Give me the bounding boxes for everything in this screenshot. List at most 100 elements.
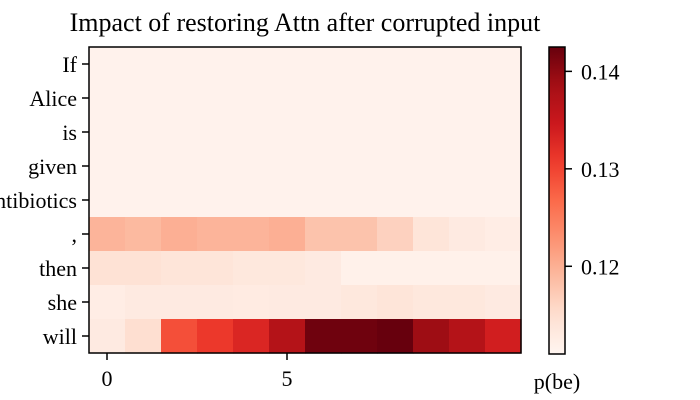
heatmap-cell xyxy=(269,47,306,82)
heatmap-cell xyxy=(341,183,378,218)
heatmap-cell xyxy=(341,47,378,82)
heatmap-cell xyxy=(161,149,198,184)
heatmap-cell xyxy=(449,149,486,184)
heatmap-cell xyxy=(269,285,306,320)
heatmap-cell xyxy=(413,319,450,354)
heatmap-cell xyxy=(233,183,270,218)
heatmap-cell xyxy=(485,217,522,252)
heatmap-cell xyxy=(341,149,378,184)
y-tick-label: she xyxy=(48,290,77,315)
heatmap-cell xyxy=(485,115,522,150)
heatmap-cell xyxy=(413,251,450,286)
heatmap-cell xyxy=(413,285,450,320)
colorbar xyxy=(549,47,565,354)
heatmap-cell xyxy=(125,217,162,252)
heatmap-cell xyxy=(485,47,522,82)
heatmap-cell xyxy=(89,319,126,354)
heatmap-cell xyxy=(305,217,342,252)
heatmap-cell xyxy=(413,149,450,184)
heatmap-cell xyxy=(89,47,126,82)
heatmap-cell xyxy=(449,319,486,354)
heatmap-cell xyxy=(233,115,270,150)
heatmap-cell xyxy=(341,115,378,150)
heatmap-cell xyxy=(89,115,126,150)
heatmap-cell xyxy=(89,217,126,252)
heatmap-cell xyxy=(89,81,126,116)
heatmap-cell xyxy=(485,251,522,286)
heatmap-cell xyxy=(197,285,234,320)
heatmap-cell xyxy=(413,47,450,82)
colorbar-label: p(be) xyxy=(534,369,580,394)
y-tick-label: , xyxy=(72,222,78,247)
heatmap-cell xyxy=(341,319,378,354)
heatmap-cell xyxy=(377,81,414,116)
heatmap-cell xyxy=(449,81,486,116)
heatmap-cell xyxy=(197,47,234,82)
heatmap-cell xyxy=(377,217,414,252)
heatmap-cell xyxy=(233,81,270,116)
heatmap-cell xyxy=(161,319,198,354)
heatmap-cell xyxy=(269,319,306,354)
heatmap-cell xyxy=(413,81,450,116)
y-tick-label: antibiotics xyxy=(0,188,77,213)
x-tick-label: 0 xyxy=(102,366,113,391)
heatmap-cell xyxy=(125,285,162,320)
heatmap-cell xyxy=(377,251,414,286)
heatmap-cell xyxy=(125,47,162,82)
heatmap-cell xyxy=(161,115,198,150)
heatmap-cell xyxy=(269,149,306,184)
y-tick-label: then xyxy=(39,256,77,281)
heatmap-cell xyxy=(89,285,126,320)
chart-title: Impact of restoring Attn after corrupted… xyxy=(70,8,542,37)
heatmap-cells xyxy=(89,47,522,354)
heatmap-cell xyxy=(161,251,198,286)
heatmap-cell xyxy=(449,47,486,82)
heatmap-cell xyxy=(197,183,234,218)
heatmap-cell xyxy=(341,81,378,116)
heatmap-cell xyxy=(377,149,414,184)
heatmap-cell xyxy=(377,319,414,354)
heatmap-cell xyxy=(161,81,198,116)
heatmap-cell xyxy=(197,251,234,286)
heatmap-cell xyxy=(485,285,522,320)
heatmap-cell xyxy=(341,251,378,286)
heatmap-cell xyxy=(125,183,162,218)
heatmap-cell xyxy=(305,285,342,320)
heatmap-cell xyxy=(161,285,198,320)
heatmap-cell xyxy=(485,149,522,184)
heatmap-cell xyxy=(449,285,486,320)
heatmap-cell xyxy=(233,285,270,320)
heatmap-cell xyxy=(413,183,450,218)
heatmap-cell xyxy=(161,217,198,252)
heatmap-cell xyxy=(233,149,270,184)
heatmap-cell xyxy=(161,183,198,218)
heatmap-cell xyxy=(485,183,522,218)
colorbar-ticks: 0.12 0.13 0.14 xyxy=(565,59,620,279)
heatmap-cell xyxy=(269,217,306,252)
heatmap-cell xyxy=(377,183,414,218)
heatmap-cell xyxy=(269,115,306,150)
heatmap-cell xyxy=(485,81,522,116)
heatmap-cell xyxy=(413,115,450,150)
heatmap-cell xyxy=(485,319,522,354)
heatmap-cell xyxy=(305,149,342,184)
heatmap-cell xyxy=(125,115,162,150)
heatmap-cell xyxy=(233,251,270,286)
heatmap-cell xyxy=(197,319,234,354)
colorbar-tick-label: 0.14 xyxy=(581,59,620,84)
y-tick-label: will xyxy=(43,324,77,349)
heatmap-cell xyxy=(449,217,486,252)
heatmap-cell xyxy=(305,251,342,286)
heatmap-cell xyxy=(449,251,486,286)
heatmap-cell xyxy=(449,183,486,218)
heatmap-cell xyxy=(305,115,342,150)
heatmap-cell xyxy=(197,81,234,116)
heatmap-cell xyxy=(305,81,342,116)
x-tick-label: 5 xyxy=(282,366,293,391)
heatmap-cell xyxy=(89,149,126,184)
heatmap-cell xyxy=(305,319,342,354)
y-tick-label: given xyxy=(28,154,77,179)
heatmap-cell xyxy=(413,217,450,252)
